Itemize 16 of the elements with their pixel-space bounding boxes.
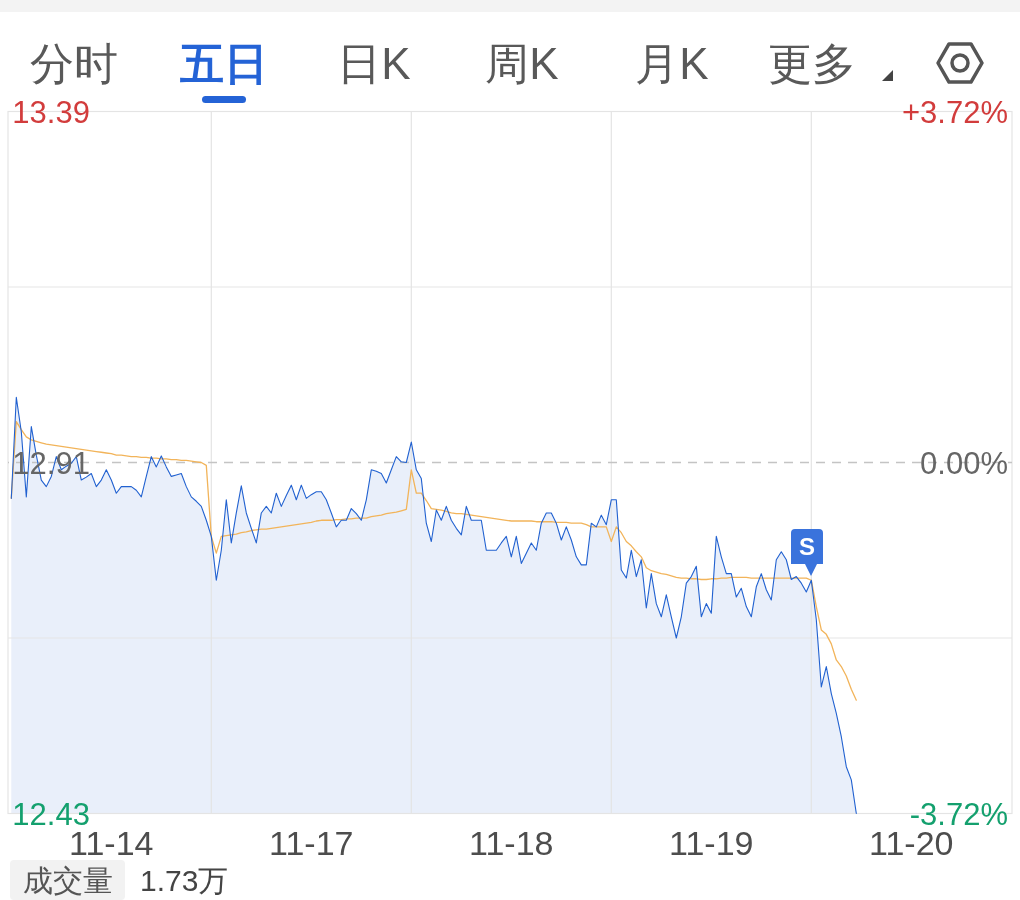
text: 成交量 — [22, 864, 113, 897]
text: 1.73万 — [140, 864, 229, 897]
text: 五日 — [180, 39, 268, 88]
text: 周K — [485, 39, 559, 88]
text: 日K — [337, 39, 411, 88]
y2-tick-label: +3.72% — [901, 94, 1008, 130]
text: 月K — [635, 39, 709, 88]
line-series — [10, 420, 857, 701]
x-tick-label: 11-17 — [269, 824, 354, 862]
y2-tick-label: 0.00% — [920, 445, 1008, 481]
text: 更多 — [768, 39, 856, 88]
annotation: S — [798, 533, 816, 560]
text: 分时 — [30, 39, 118, 88]
y-tick-label: 13.39 — [12, 94, 90, 130]
x-tick-label: 11-18 — [469, 824, 554, 862]
x-tick-label: 11-19 — [669, 824, 754, 862]
